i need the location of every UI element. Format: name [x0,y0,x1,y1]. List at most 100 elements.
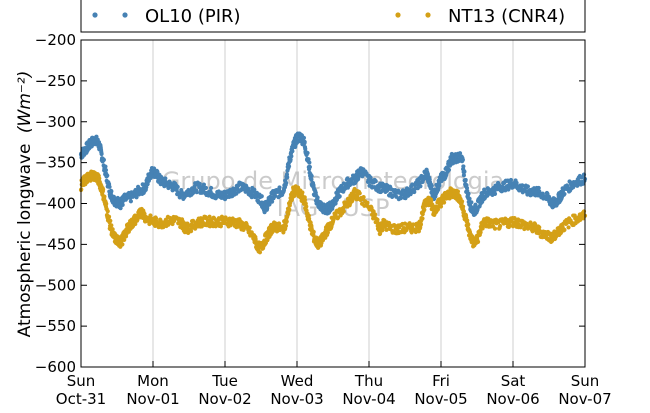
data-point [290,149,295,154]
data-point [97,176,102,181]
data-point [276,221,282,226]
data-point [407,221,412,226]
y-tick-label: −600 [35,358,76,376]
data-point [175,184,180,189]
legend-item-nt13: NT13 (CNR4) [395,6,565,27]
legend-item-ol10: OL10 (PIR) [92,6,241,27]
data-point [285,175,290,180]
y-axis-label: Atmospheric longwave (Wm⁻²) [15,71,35,338]
data-point [365,200,370,205]
x-tick-label-day: Wed [281,372,314,390]
data-point [307,164,312,170]
y-axis-label-text: Atmospheric longwave [15,143,35,337]
data-point [257,250,263,255]
x-tick-label-date: Nov-06 [486,390,539,408]
data-point [412,189,417,195]
data-point [107,184,112,189]
data-point [400,188,406,193]
x-tick-label-date: Nov-04 [342,390,395,408]
data-point [457,151,463,156]
data-point [307,160,312,165]
data-point [247,225,252,230]
data-point [103,167,109,173]
data-point [514,180,519,185]
data-point [375,217,380,222]
data-point [301,135,307,140]
data-point [277,185,282,190]
data-point [461,209,466,214]
data-point [357,191,362,196]
data-point [194,190,199,195]
data-point [201,182,207,187]
legend-label-nt13: NT13 (CNR4) [448,6,565,27]
data-point [461,173,466,178]
data-point [463,177,468,183]
data-point [466,222,471,227]
data-point [209,185,214,191]
data-point [259,194,264,199]
data-point [525,184,531,189]
y-tick-label: −500 [35,276,76,294]
y-tick-label: −350 [35,154,76,172]
x-tick-label-date: Nov-01 [126,390,179,408]
data-point [284,180,289,186]
data-point [420,216,425,221]
data-point [106,214,112,219]
x-tick-label-day: Sun [67,372,96,390]
data-point [203,185,209,191]
data-point [566,225,571,230]
data-point [437,183,442,188]
data-point [508,177,514,183]
data-point [302,197,308,202]
data-point [188,229,194,234]
data-point [309,177,314,182]
data-point [398,195,403,201]
x-tick-label-date: Nov-05 [414,390,467,408]
data-point [110,227,115,232]
data-point [108,218,113,223]
data-point [386,220,392,226]
data-point [104,201,109,207]
series-1 [78,169,588,255]
data-point [562,227,567,233]
y-axis-label-unit: (Wm⁻²) [15,71,35,133]
data-point [163,176,168,181]
data-point [144,185,149,190]
data-point [304,204,309,209]
data-point [286,164,292,169]
legend: OL10 (PIR) NT13 (CNR4) [80,0,586,33]
data-point [105,209,110,214]
data-point [105,173,110,178]
data-point [469,200,474,205]
data-point [418,184,423,189]
data-point [134,195,139,200]
legend-box [80,0,586,33]
data-point [455,189,461,194]
data-point [536,185,541,191]
data-point [422,207,427,212]
y-tick-label: −200 [35,31,76,49]
data-point [273,193,278,199]
data-point [373,212,378,217]
legend-marker-nt13 [425,12,431,18]
data-point [429,183,434,188]
data-point [361,195,366,200]
legend-marker-ol10 [122,12,128,18]
data-point [101,187,106,192]
data-point [101,157,106,162]
data-point [438,204,444,209]
data-point [289,154,294,159]
data-point [447,196,452,201]
data-point [283,223,289,229]
y-tick-label: −300 [35,113,76,131]
legend-label-ol10: OL10 (PIR) [145,6,241,27]
data-point [284,219,289,224]
data-point [356,176,361,181]
data-point [118,206,123,211]
data-point [475,239,481,244]
data-point [102,194,107,199]
data-point [562,191,567,197]
data-point [492,226,498,231]
